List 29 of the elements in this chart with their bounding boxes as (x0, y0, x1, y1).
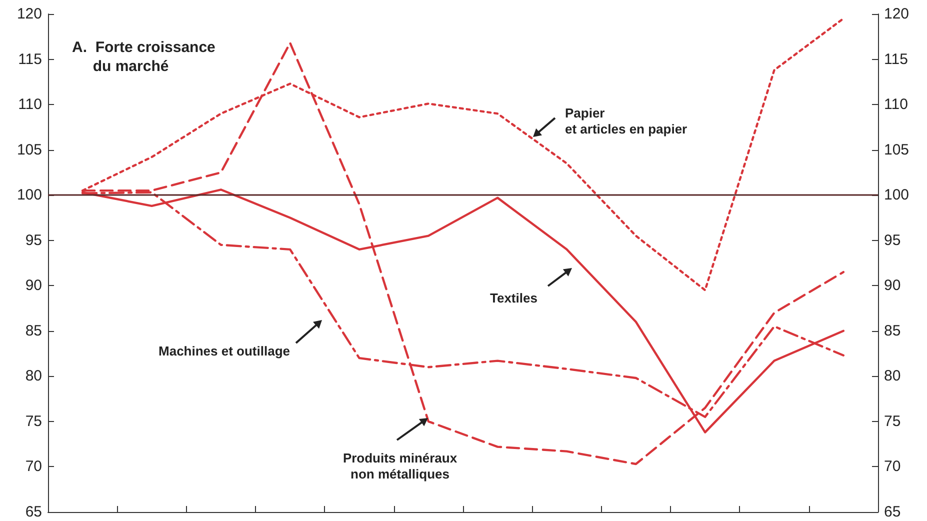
y2-tick-label: 80 (884, 368, 901, 385)
y2-tick-label: 100 (884, 186, 910, 204)
y2-tick-label: 105 (884, 141, 910, 158)
text: A. Forte croissance du marché (72, 39, 216, 75)
y2-tick-label: 70 (884, 458, 901, 476)
y-tick-label: 115 (18, 50, 42, 68)
y2-tick-label: 85 (884, 322, 901, 340)
y-tick-label: 95 (25, 232, 42, 249)
annotation: Textiles (490, 290, 538, 306)
y2-tick-label: 75 (884, 412, 901, 430)
annotation: Produits minéraux non métalliques (342, 450, 458, 482)
y-tick-label: 85 (25, 322, 42, 340)
y-tick-label: 65 (25, 504, 42, 520)
y2-tick-label: 90 (884, 277, 901, 294)
y2-tick-label: 65 (884, 504, 901, 520)
y-tick-label: 100 (16, 186, 42, 204)
y-tick-label: 90 (25, 277, 42, 294)
y-tick-label: 70 (25, 458, 42, 476)
y-tick-label: 105 (16, 141, 42, 158)
y2-tick-label: 120 (884, 6, 910, 22)
y-tick-label: 80 (25, 368, 42, 385)
y2-tick-label: 95 (884, 232, 901, 249)
annotation: Machines et outillage (158, 344, 290, 358)
y2-tick-label: 115 (884, 50, 908, 68)
y2-tick-label: 110 (884, 96, 908, 114)
annotation: Papier et articles en papier (565, 106, 688, 136)
y-tick-label: 75 (25, 412, 42, 430)
y-tick-label: 120 (16, 6, 42, 22)
y-tick-label: 110 (18, 96, 42, 114)
